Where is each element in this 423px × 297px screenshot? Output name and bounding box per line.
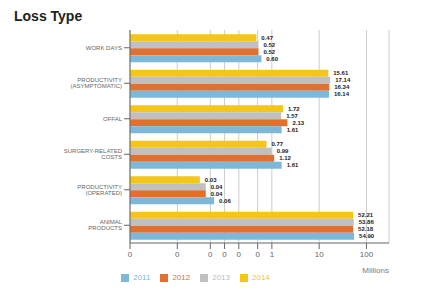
svg-text:0.77: 0.77 <box>271 141 283 147</box>
svg-text:Millions: Millions <box>362 266 389 275</box>
svg-text:1.61: 1.61 <box>287 127 299 133</box>
svg-text:0.04: 0.04 <box>211 184 223 190</box>
html-text:2013: 2013 <box>212 273 230 282</box>
svg-text:54.90: 54.90 <box>359 233 375 239</box>
svg-text:52.21: 52.21 <box>358 212 374 218</box>
html-text:Loss Type: Loss Type <box>14 8 83 24</box>
html-text:2014: 2014 <box>252 273 270 282</box>
svg-text:0.47: 0.47 <box>261 35 273 41</box>
svg-text:ANIMALPRODUCTS: ANIMALPRODUCTS <box>88 219 122 231</box>
svg-text:1: 1 <box>270 250 275 259</box>
svg-text:2.13: 2.13 <box>292 120 304 126</box>
svg-text:0: 0 <box>128 250 133 259</box>
svg-text:52.18: 52.18 <box>358 226 374 232</box>
svg-text:0.52: 0.52 <box>263 49 275 55</box>
svg-text:PRODUCTIVITY(OPERATED): PRODUCTIVITY(OPERATED) <box>77 184 122 196</box>
svg-text:0: 0 <box>255 250 260 259</box>
svg-text:0.99: 0.99 <box>277 148 289 154</box>
svg-text:1.61: 1.61 <box>287 162 299 168</box>
svg-text:53.86: 53.86 <box>359 219 375 225</box>
svg-text:0: 0 <box>237 250 242 259</box>
svg-text:0.60: 0.60 <box>266 56 278 62</box>
svg-text:15.61: 15.61 <box>333 70 349 76</box>
html-text:2012: 2012 <box>172 273 191 282</box>
svg-text:10: 10 <box>315 250 324 259</box>
svg-text:16.14: 16.14 <box>334 91 350 97</box>
svg-text:0: 0 <box>208 250 213 259</box>
svg-text:0.04: 0.04 <box>211 191 223 197</box>
svg-text:0.52: 0.52 <box>263 42 275 48</box>
svg-text:1.57: 1.57 <box>286 113 298 119</box>
svg-text:100: 100 <box>360 250 374 259</box>
svg-text:16.34: 16.34 <box>334 84 350 90</box>
svg-text:PRODUCTIVITY(ASYMPTOMATIC): PRODUCTIVITY(ASYMPTOMATIC) <box>71 77 122 89</box>
svg-text:0.06: 0.06 <box>219 198 231 204</box>
svg-text:1.12: 1.12 <box>279 155 291 161</box>
html-text:2011: 2011 <box>133 273 151 282</box>
svg-text:0: 0 <box>175 250 180 259</box>
svg-text:0: 0 <box>222 250 227 259</box>
svg-text:1.72: 1.72 <box>288 106 300 112</box>
svg-text:SURGERY-RELATEDCOSTS: SURGERY-RELATEDCOSTS <box>64 148 123 160</box>
svg-text:0.03: 0.03 <box>205 177 217 183</box>
svg-text:OFFAL: OFFAL <box>103 116 123 122</box>
svg-text:WORK DAYS: WORK DAYS <box>86 45 122 51</box>
svg-text:17.14: 17.14 <box>335 77 351 83</box>
